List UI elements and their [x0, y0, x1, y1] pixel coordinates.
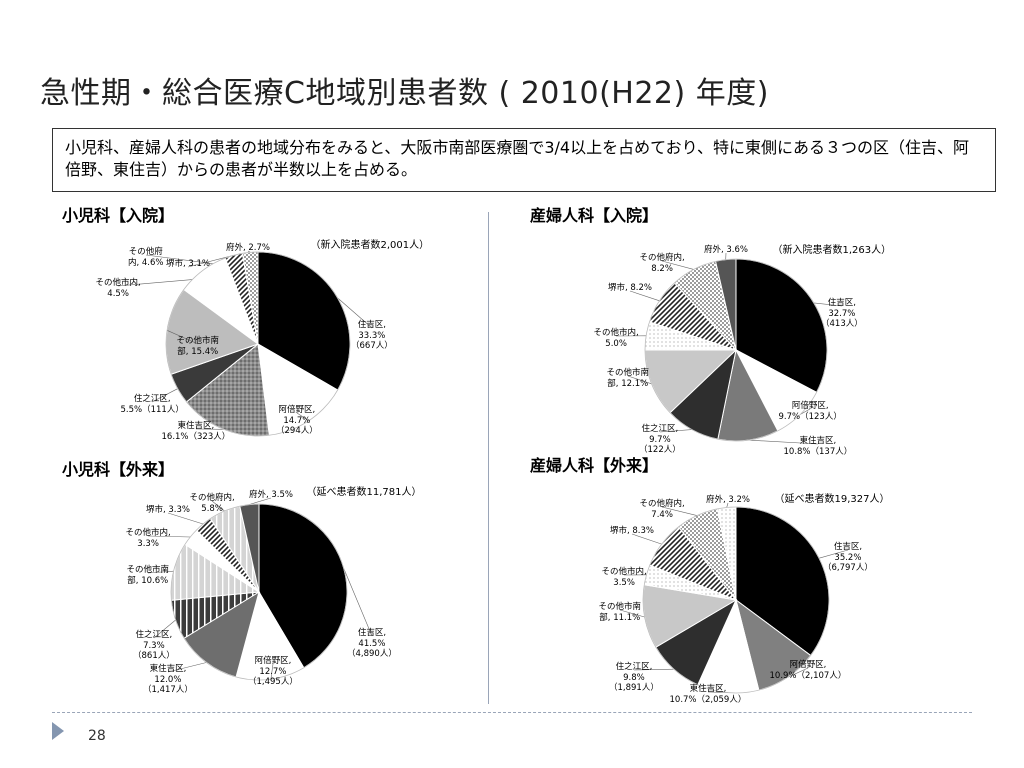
data-label-sakai: 堺市, 8.3%	[610, 526, 654, 536]
pie-outline	[170, 503, 348, 681]
leader-line	[799, 408, 811, 415]
data-label-sakai: 堺市, 3.1%	[166, 259, 210, 269]
leader-line	[819, 549, 849, 559]
data-label-higashisumiyoshi: 東住吉区, 10.7%（2,059人）	[669, 684, 747, 705]
data-label-sumiyoshi: 住吉区, 35.2% （6,797人）	[823, 542, 873, 573]
data-label-other-city: その他市内, 4.5%	[95, 278, 141, 299]
leader-line	[787, 667, 809, 678]
data-label-sakai: 堺市, 8.2%	[608, 283, 652, 293]
pie-outline	[165, 251, 351, 437]
data-label-sumiyoshi: 住吉区, 33.3% （667人）	[351, 320, 393, 351]
leader-line	[147, 570, 174, 574]
data-label-abeno: 阿倍野区, 12.7% （1,495人）	[248, 656, 298, 687]
data-label-other-south-city: その他市南 部, 15.4%	[176, 336, 220, 357]
data-label-other-south-city: その他市南 部, 12.1%	[606, 368, 650, 389]
summary-box: 小児科、産婦人科の患者の地域分布をみると、大阪市南部医療圏で3/4以上を占めてお…	[52, 128, 996, 192]
leader-line	[748, 439, 819, 445]
leader-line	[627, 375, 652, 385]
patient-total-note: （延べ患者数11,781人）	[306, 487, 422, 498]
data-label-sumiyoshi: 住吉区, 32.7% （413人）	[821, 298, 863, 329]
data-label-other-prefecture: その他府 内, 4.6%	[128, 247, 164, 268]
data-label-out-of-prefecture: 府外, 3.6%	[704, 245, 748, 255]
data-label-higashisumiyoshi: 東住吉区, 10.8%（137人）	[783, 436, 853, 457]
data-label-abeno: 阿倍野区, 10.9%（2,107人）	[769, 660, 847, 681]
leader-line	[270, 663, 274, 680]
chart-title-pediatrics-inpatient: 小児科【入院】	[62, 206, 175, 225]
data-label-suminoe: 住之江区, 9.7% （122人）	[639, 424, 681, 455]
leader-line	[167, 512, 204, 525]
pie-outline	[642, 506, 830, 694]
leader-line	[117, 279, 193, 287]
page-title: 急性期・総合医療C地域別患者数 ( 2010(H22) 年度)	[40, 76, 769, 111]
leader-line	[166, 330, 199, 345]
data-label-suminoe: 住之江区, 5.5%（111人）	[120, 394, 184, 415]
leader-line	[813, 302, 843, 307]
data-label-other-city: その他市内, 3.5%	[601, 567, 647, 588]
patient-total-note: （新入院患者数1,263人）	[772, 245, 892, 256]
data-label-suminoe: 住之江区, 9.8% （1,891人）	[609, 662, 659, 693]
leader-line	[151, 388, 178, 403]
patient-total-note: （新入院患者数2,001人）	[310, 240, 430, 251]
leader-line	[726, 502, 729, 508]
leader-line	[211, 500, 225, 512]
leader-line	[633, 668, 674, 671]
data-label-out-of-prefecture: 府外, 2.7%	[226, 243, 270, 253]
data-label-sakai: 堺市, 3.3%	[146, 505, 190, 515]
data-label-other-prefecture: その他府内, 5.8%	[189, 493, 235, 514]
data-label-suminoe: 住之江区, 7.3% （861人）	[133, 630, 175, 661]
data-label-other-prefecture: その他府内, 7.4%	[639, 499, 685, 520]
data-label-other-south-city: その他市南 部, 11.1%	[598, 602, 642, 623]
pie-outline	[644, 258, 828, 442]
leader-line	[661, 260, 694, 270]
data-label-other-city: その他市内, 3.3%	[125, 528, 171, 549]
data-label-abeno: 阿倍野区, 14.7% （294人）	[276, 405, 318, 436]
data-label-higashisumiyoshi: 東住吉区, 16.1%（323人）	[161, 421, 231, 442]
chart-title-obgyn-inpatient: 産婦人科【入院】	[530, 206, 659, 225]
data-label-other-south-city: その他市南 部, 10.6%	[126, 565, 170, 586]
data-label-other-prefecture: その他府内, 8.2%	[639, 253, 685, 274]
chart-title-pediatrics-outpatient: 小児科【外来】	[62, 460, 175, 479]
data-label-abeno: 阿倍野区, 9.7%（123人）	[778, 401, 842, 422]
leader-line	[631, 533, 662, 545]
leader-line	[153, 619, 176, 639]
patient-total-note: （延べ患者数19,327人）	[774, 494, 890, 505]
leader-line	[296, 412, 309, 421]
center-divider	[488, 212, 489, 704]
leader-line	[343, 568, 373, 637]
page-number: 28	[88, 728, 106, 744]
leader-line	[659, 429, 692, 433]
data-label-out-of-prefecture: 府外, 3.5%	[249, 490, 293, 500]
leader-line	[187, 255, 234, 268]
data-label-sumiyoshi: 住吉区, 41.5% （4,890人）	[347, 628, 397, 659]
leader-line	[661, 506, 698, 516]
data-label-other-city: その他市内, 5.0%	[593, 328, 639, 349]
leader-line	[147, 535, 191, 538]
leader-line	[145, 254, 214, 264]
slide-arrow-icon	[52, 722, 64, 740]
leader-line	[167, 662, 207, 673]
footer-divider	[52, 712, 972, 713]
leader-line	[337, 297, 373, 329]
leader-line	[629, 290, 660, 302]
leader-line	[619, 609, 645, 618]
leader-line	[249, 497, 272, 505]
data-label-out-of-prefecture: 府外, 3.2%	[706, 495, 750, 505]
chart-title-obgyn-outpatient: 産婦人科【外来】	[530, 456, 659, 475]
data-label-higashisumiyoshi: 東住吉区, 12.0% （1,417人）	[143, 664, 193, 695]
